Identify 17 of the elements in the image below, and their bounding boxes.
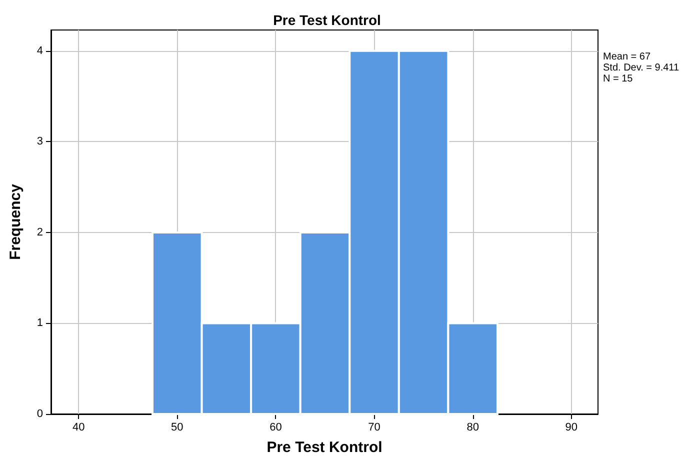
- y-tick-label: 2: [36, 226, 43, 238]
- y-tick-label: 4: [36, 44, 43, 57]
- x-tick-label: 40: [72, 422, 85, 434]
- x-tick-label: 60: [270, 422, 282, 434]
- y-tick-label: 3: [36, 136, 43, 148]
- x-tick-label: 80: [466, 422, 479, 434]
- y-tick-label: 1: [36, 317, 43, 330]
- x-tick-label: 50: [171, 422, 184, 434]
- chart-title: Pre Test Kontrol: [273, 12, 381, 28]
- text: Std. Dev. = 9.411: [603, 62, 680, 74]
- x-tick-label: 70: [368, 422, 380, 434]
- text: Mean = 67: [603, 52, 651, 62]
- text: N = 15: [603, 74, 634, 84]
- x-axis-title: Pre Test Kontrol: [266, 439, 382, 456]
- x-tick-label: 90: [565, 422, 578, 434]
- y-axis-title: Frequency: [7, 183, 24, 260]
- y-tick-label: 0: [36, 408, 43, 420]
